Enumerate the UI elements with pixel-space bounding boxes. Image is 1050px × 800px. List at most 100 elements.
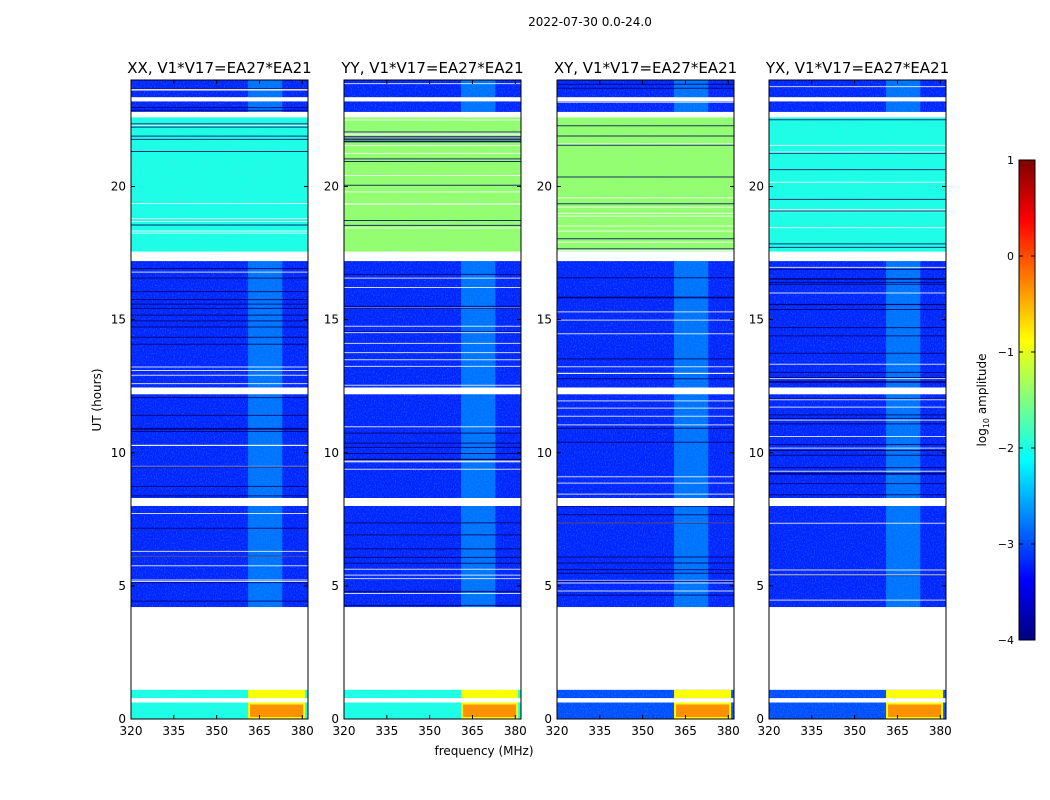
data-gap [344, 498, 521, 506]
y-tick-label: 5 [544, 579, 552, 593]
x-tick-label: 350 [205, 724, 228, 738]
y-axis-label: UT (hours) [90, 368, 104, 431]
x-tick-label: 335 [588, 724, 611, 738]
y-tick-label: 10 [111, 446, 126, 460]
data-gap [557, 698, 734, 703]
data-gap [769, 607, 946, 690]
y-tick-label: 5 [118, 579, 126, 593]
panel-title: YY, V1*V17=EA27*EA21 [340, 59, 523, 77]
y-tick-label: 10 [537, 446, 552, 460]
colorbar-label: log10 amplitude [975, 354, 991, 447]
y-tick-label: 0 [331, 712, 339, 726]
figure-suptitle: 2022-07-30 0.0-24.0 [528, 15, 652, 29]
y-tick-label: 0 [544, 712, 552, 726]
x-tick-label: 380 [291, 724, 314, 738]
data-gap [131, 111, 308, 118]
data-gap [769, 111, 946, 118]
data-gap [769, 97, 946, 102]
x-axis-label: frequency (MHz) [434, 744, 533, 758]
x-tick-label: 380 [929, 724, 952, 738]
data-gap [344, 97, 521, 102]
panel-frame [768, 79, 947, 720]
y-tick-label: 20 [749, 180, 764, 194]
data-gap [557, 607, 734, 690]
x-tick-label: 365 [886, 724, 909, 738]
y-tick-label: 15 [111, 313, 126, 327]
x-tick-label: 365 [461, 724, 484, 738]
data-gap [557, 251, 734, 262]
data-gap [344, 387, 521, 395]
x-tick-label: 350 [418, 724, 441, 738]
x-tick-label: 350 [843, 724, 866, 738]
data-gap [557, 498, 734, 506]
y-tick-label: 20 [537, 180, 552, 194]
data-gap [769, 498, 946, 506]
data-gap [557, 97, 734, 102]
y-tick-label: 15 [324, 313, 339, 327]
data-gap [131, 498, 308, 506]
y-tick-label: 15 [749, 313, 764, 327]
panel-frame [130, 79, 309, 720]
panels-group: XX, V1*V17=EA27*EA21 320 335 350 365 380 0 5 10 1… [111, 59, 952, 738]
x-tick-label: 320 [758, 724, 781, 738]
data-gap [344, 111, 521, 118]
colorbar: 1 0 −1 −2 −3 −4 [998, 154, 1036, 647]
colorbar-label-log: log [975, 428, 989, 446]
x-tick-label: 335 [800, 724, 823, 738]
x-tick-label: 320 [333, 724, 356, 738]
x-tick-label: 320 [546, 724, 569, 738]
panel-xy: XY, V1*V17=EA27*EA21 320 335 350 365 380 0 5 10 1… [537, 59, 740, 738]
data-gap [131, 607, 308, 690]
colorbar-tick-label: −1 [998, 346, 1014, 359]
colorbar-tick-label: −4 [998, 634, 1014, 647]
y-tick-label: 10 [324, 446, 339, 460]
colorbar-tick-label: −2 [998, 442, 1014, 455]
y-tick-label: 20 [324, 180, 339, 194]
panel-yx: YX, V1*V17=EA27*EA21 320 335 350 365 380 0 5 10 1… [749, 59, 952, 738]
colorbar-label-sub: 10 [982, 418, 991, 428]
colorbar-gradient [1018, 159, 1036, 641]
x-tick-label: 380 [504, 724, 527, 738]
heatmap-image [344, 80, 521, 719]
x-tick-label: 365 [674, 724, 697, 738]
panel-xx: XX, V1*V17=EA27*EA21 320 335 350 365 380 0 5 10 1… [111, 59, 314, 738]
data-gap [344, 607, 521, 690]
colorbar-tick-label: 0 [1007, 250, 1014, 263]
y-tick-label: 15 [537, 313, 552, 327]
data-gap [557, 387, 734, 395]
y-tick-label: 0 [118, 712, 126, 726]
data-gap [769, 251, 946, 262]
panel-title: XX, V1*V17=EA27*EA21 [127, 59, 311, 77]
data-gap [131, 698, 308, 703]
panel-frame [556, 79, 735, 720]
data-gap [131, 251, 308, 262]
data-gap [557, 111, 734, 118]
data-gap [769, 698, 946, 703]
x-tick-label: 350 [631, 724, 654, 738]
y-tick-label: 0 [756, 712, 764, 726]
x-tick-label: 320 [120, 724, 143, 738]
colorbar-tick-label: −3 [998, 538, 1014, 551]
panel-title: XY, V1*V17=EA27*EA21 [554, 59, 737, 77]
x-tick-label: 335 [375, 724, 398, 738]
data-gap [344, 698, 521, 703]
y-tick-label: 5 [331, 579, 339, 593]
x-tick-label: 365 [248, 724, 271, 738]
colorbar-tick-label: 1 [1007, 154, 1014, 167]
heatmap-image [131, 80, 308, 719]
y-tick-label: 5 [756, 579, 764, 593]
data-gap [131, 97, 308, 102]
data-gap [131, 387, 308, 395]
panel-yy: YY, V1*V17=EA27*EA21 320 335 350 365 380 0 5 10 1… [324, 59, 527, 738]
y-tick-label: 10 [749, 446, 764, 460]
y-tick-label: 20 [111, 180, 126, 194]
data-gap [344, 251, 521, 262]
heatmap-image [557, 80, 734, 719]
heatmap-image [769, 80, 946, 719]
x-tick-label: 380 [717, 724, 740, 738]
colorbar-label-rest: amplitude [975, 354, 989, 418]
panel-frame [343, 79, 522, 720]
panel-title: YX, V1*V17=EA27*EA21 [765, 59, 949, 77]
x-tick-label: 335 [162, 724, 185, 738]
